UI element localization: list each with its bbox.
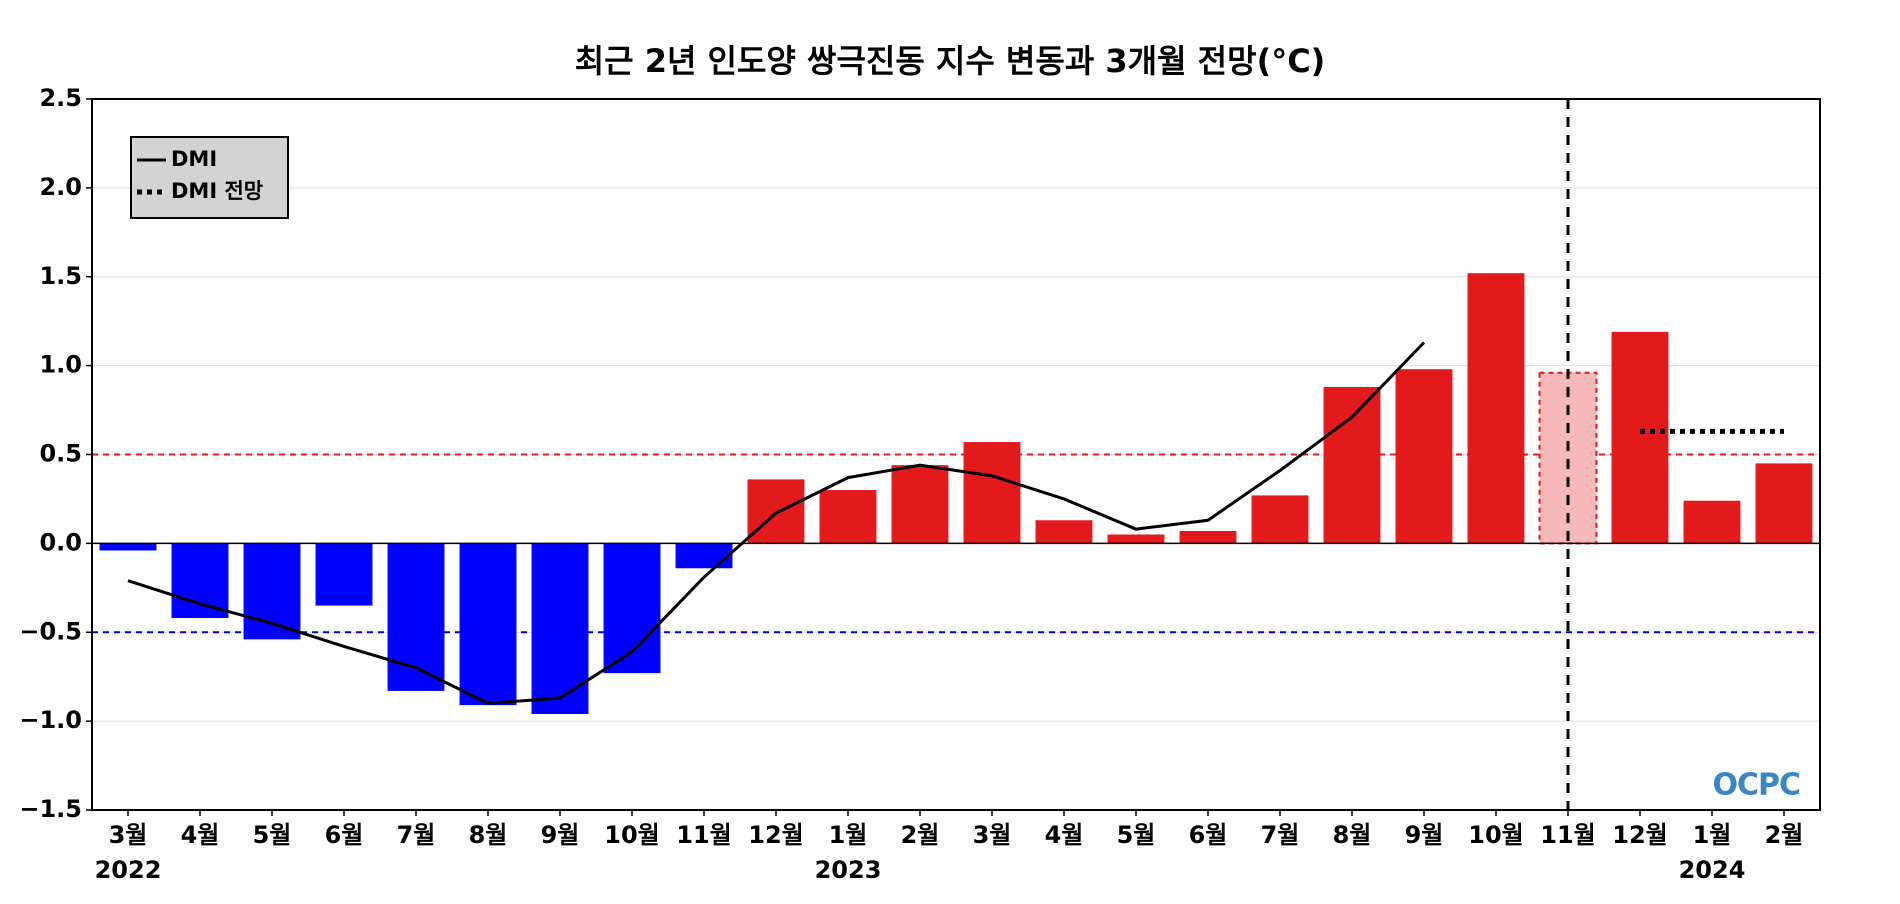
legend: DMI DMI 전망 [130,136,289,219]
x-tick-label: 2월 [901,821,940,849]
x-tick-label: 10월 [1468,821,1523,849]
x-tick-label: 6월 [1189,821,1228,849]
y-tick-label: −1.0 [19,706,82,734]
x-tick-label: 8월 [469,821,508,849]
legend-box [130,136,289,219]
series-line [127,341,1426,705]
bar [171,543,229,619]
x-tick-label: 11월 [1540,821,1595,849]
x-tick-label: 1월 [1693,821,1732,849]
logo: OCPC [1712,768,1800,803]
y-tick-label: 2.5 [39,84,82,112]
x-tick-label: 7월 [397,821,436,849]
legend-label: DMI 전망 [171,179,263,203]
bar [1179,530,1237,544]
x-tick-label: 9월 [1405,821,1444,849]
x-tick-label: 5월 [1117,821,1156,849]
bar [819,490,877,544]
x-tick-label: 3월 [973,821,1012,849]
bar [1683,500,1741,544]
x-tick-label: 6월 [325,821,364,849]
year-label: 2024 [1679,856,1746,884]
bar [1035,520,1093,544]
y-tick-label: 2.0 [39,173,82,201]
bar [1107,534,1165,544]
x-tick-label: 5월 [253,821,292,849]
x-tick-label: 12월 [748,821,803,849]
bar [1467,273,1525,544]
bar [747,479,805,544]
bar [603,543,661,674]
bar [531,543,589,715]
bar [243,543,301,640]
x-tick-label: 4월 [1045,821,1084,849]
bar [459,543,517,706]
x-tick-label: 10월 [604,821,659,849]
x-tick-label: 3월 [109,821,148,849]
x-tick-label: 2월 [1765,821,1804,849]
legend-label: DMI [171,147,217,171]
year-label: 2022 [95,856,162,884]
bar [963,442,1021,544]
bar [1251,495,1309,544]
x-tick-label: 7월 [1261,821,1300,849]
bar [99,543,157,551]
x-tick-label: 4월 [181,821,220,849]
plot-frame [91,98,1821,811]
x-tick-label: 12월 [1612,821,1667,849]
chart-title: 최근 2년 인도양 쌍극진동 지수 변동과 3개월 전망(°C) [575,42,1326,80]
bar [891,465,949,544]
x-tick-label: 1월 [829,821,868,849]
x-tick-label: 9월 [541,821,580,849]
y-tick-label: −1.5 [19,795,82,823]
y-tick-label: 0.5 [39,440,82,468]
bar [1395,369,1453,544]
y-tick-label: 1.0 [39,351,82,379]
y-tick-label: 0.0 [39,528,82,556]
x-tick-label: 11월 [676,821,731,849]
x-tick-label: 8월 [1333,821,1372,849]
y-tick-label: −0.5 [19,617,82,645]
bar [1323,386,1381,544]
bar [675,543,733,569]
bar [1611,331,1669,544]
year-label: 2023 [815,856,882,884]
y-tick-label: 1.5 [39,262,82,290]
bar [315,543,373,606]
bar [1755,463,1813,544]
